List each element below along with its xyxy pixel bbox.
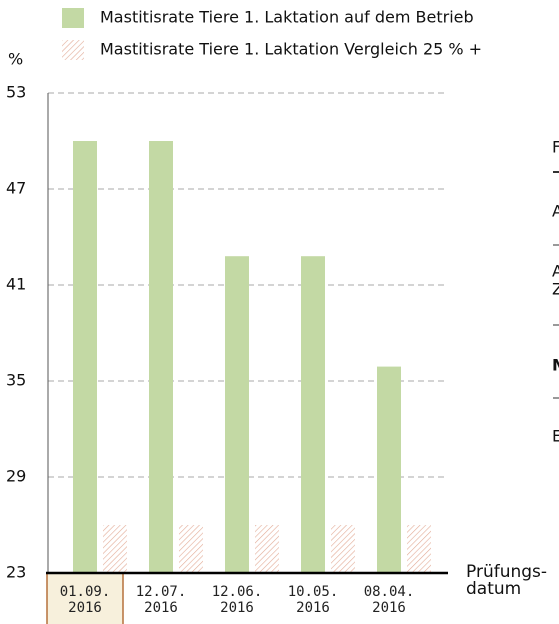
bar [377,366,401,573]
bar [179,525,203,573]
bar [255,525,279,573]
y-tick-label: 35 [6,371,26,390]
side-panel-text: F [552,138,559,157]
bar [225,256,249,573]
y-tick-label: 47 [6,179,26,198]
y-axis-label: % [8,50,23,69]
y-tick-label: 53 [6,83,26,102]
side-panel-text: A [552,262,559,281]
legend-swatch [62,8,84,28]
bar [73,141,97,573]
x-tick-label: 08.04. 2016 [363,584,415,616]
legend-label: Mastitisrate Tiere 1. Laktation auf dem … [100,8,474,27]
highlight-box [46,572,124,624]
x-tick-label: 12.07. 2016 [135,584,187,616]
bar [103,525,127,573]
x-axis-label: Prüfungs- datum [466,562,548,599]
legend-label: Mastitisrate Tiere 1. Laktation Vergleic… [100,40,482,59]
y-tick-label: 23 [6,563,26,582]
side-panel-text: Z [552,280,559,299]
bar [149,141,173,573]
bar [331,525,355,573]
x-tick-label: 10.05. 2016 [287,584,339,616]
x-tick-label: 12.06. 2016 [211,584,263,616]
x-tick-label: 01.09. 2016 [59,584,111,616]
bar [407,525,431,573]
side-panel-text: E [552,427,559,446]
bar [301,256,325,573]
y-tick-label: 41 [6,275,26,294]
side-panel-text: A [552,202,559,221]
side-panel-text: M [552,356,559,375]
y-tick-label: 29 [6,467,26,486]
legend-swatch [62,40,84,60]
